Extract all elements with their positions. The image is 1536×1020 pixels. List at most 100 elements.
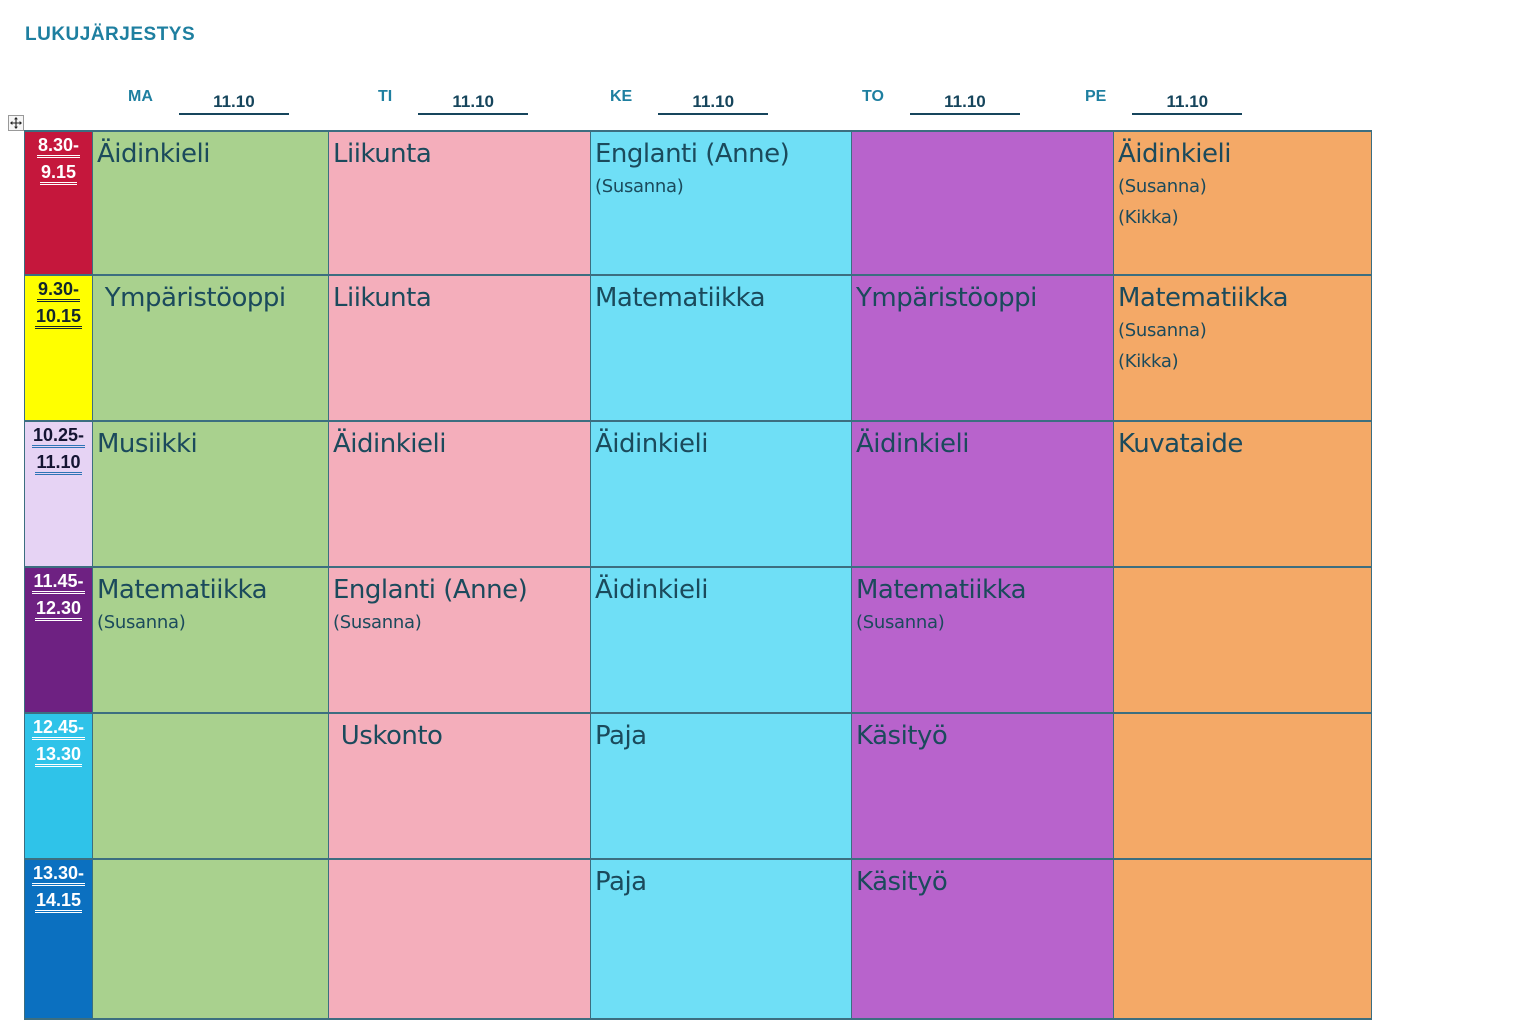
- subject-text: [94, 861, 328, 867]
- time-cell[interactable]: 11.45- 12.30: [24, 566, 93, 714]
- lesson-cell-to[interactable]: [851, 130, 1114, 276]
- lesson-cell-to[interactable]: Äidinkieli: [851, 420, 1114, 568]
- day-date-field[interactable]: 11.10: [418, 93, 529, 115]
- day-date-field[interactable]: 11.10: [909, 93, 1020, 115]
- day-header-ke: KE 11.10: [610, 88, 769, 115]
- timetable-row: 10.25- 11.10 Musiikki Äidinkieli Äidinki…: [24, 420, 1372, 568]
- subject-text: Matematiikka: [97, 575, 268, 605]
- day-header-ti: TI 11.10: [378, 88, 529, 115]
- lesson-cell-ke[interactable]: Äidinkieli: [590, 566, 852, 714]
- lesson-cell-ma[interactable]: Musiikki: [92, 420, 329, 568]
- subject-text: Englanti (Anne): [595, 139, 790, 169]
- subject-text: Ympäristöoppi: [856, 283, 1037, 313]
- lesson-cell-ke[interactable]: Englanti (Anne) (Susanna): [590, 130, 852, 276]
- timetable-row: 12.45- 13.30 Uskonto Paja Käsityö: [24, 712, 1372, 860]
- time-text: 13.30: [34, 744, 83, 767]
- time-text: 12.30: [34, 598, 83, 621]
- lesson-cell-to[interactable]: Ympäristöoppi: [851, 274, 1114, 422]
- time-text: 10.15: [34, 306, 83, 329]
- time-cell[interactable]: 12.45- 13.30: [24, 712, 93, 860]
- day-date-field[interactable]: 11.10: [1132, 93, 1243, 115]
- time-text: 12.45-: [31, 717, 86, 740]
- lesson-cell-ma[interactable]: [92, 712, 329, 860]
- subject-text: Äidinkieli: [595, 575, 708, 605]
- lesson-cell-ti[interactable]: Liikunta: [328, 274, 591, 422]
- subject-text: Äidinkieli: [333, 429, 446, 459]
- subject-text: Matematiikka: [1118, 283, 1289, 313]
- time-text: 10.25-: [31, 425, 86, 448]
- subject-text: Ympäristöoppi: [97, 283, 286, 313]
- subject-text: Matematiikka: [595, 283, 766, 313]
- lesson-cell-pe[interactable]: Äidinkieli (Susanna) (Kikka): [1113, 130, 1372, 276]
- subject-text: Kuvataide: [1118, 429, 1243, 459]
- timetable: 8.30- 9.15 Äidinkieli Liikunta Englanti …: [24, 130, 1372, 1020]
- lesson-cell-ti[interactable]: Liikunta: [328, 130, 591, 276]
- lesson-cell-pe[interactable]: [1113, 712, 1372, 860]
- lesson-cell-ke[interactable]: Matematiikka: [590, 274, 852, 422]
- lesson-cell-ti[interactable]: Uskonto: [328, 712, 591, 860]
- timetable-row: 9.30- 10.15 Ympäristöoppi Liikunta Matem…: [24, 274, 1372, 422]
- time-text: 14.15: [34, 890, 83, 913]
- lesson-cell-ti[interactable]: Äidinkieli: [328, 420, 591, 568]
- subject-text: Äidinkieli: [856, 429, 969, 459]
- day-label[interactable]: TI: [378, 88, 393, 105]
- lesson-cell-ma[interactable]: [92, 858, 329, 1020]
- time-cell[interactable]: 8.30- 9.15: [24, 130, 93, 276]
- subject-text: Liikunta: [333, 283, 432, 313]
- time-cell[interactable]: 9.30- 10.15: [24, 274, 93, 422]
- time-text: 11.10: [35, 452, 82, 475]
- timetable-row: 13.30- 14.15 Paja Käsityö: [24, 858, 1372, 1020]
- subject-text: Äidinkieli: [595, 429, 708, 459]
- lesson-cell-ma[interactable]: Äidinkieli: [92, 130, 329, 276]
- subject-text: [330, 861, 590, 867]
- subject-text: Käsityö: [856, 721, 948, 751]
- teacher-note: (Susanna): [97, 612, 186, 634]
- time-cell[interactable]: 10.25- 11.10: [24, 420, 93, 568]
- subject-text: Käsityö: [856, 867, 948, 897]
- teacher-note: (Kikka): [1118, 207, 1179, 229]
- subject-text: [1115, 569, 1371, 575]
- subject-text: Matematiikka: [856, 575, 1027, 605]
- page-title[interactable]: LUKUJÄRJESTYS: [25, 24, 196, 45]
- subject-text: Uskonto: [333, 721, 443, 751]
- lesson-cell-ti[interactable]: [328, 858, 591, 1020]
- day-header-pe: PE 11.10: [1085, 88, 1243, 115]
- subject-text: [1115, 715, 1371, 721]
- lesson-cell-ma[interactable]: Ympäristöoppi: [92, 274, 329, 422]
- time-text: 13.30-: [31, 863, 86, 886]
- lesson-cell-pe[interactable]: Kuvataide: [1113, 420, 1372, 568]
- subject-text: Musiikki: [97, 429, 198, 459]
- lesson-cell-ti[interactable]: Englanti (Anne) (Susanna): [328, 566, 591, 714]
- time-cell[interactable]: 13.30- 14.15: [24, 858, 93, 1020]
- lesson-cell-pe[interactable]: Matematiikka (Susanna) (Kikka): [1113, 274, 1372, 422]
- lesson-cell-to[interactable]: Käsityö: [851, 712, 1114, 860]
- day-label[interactable]: MA: [128, 88, 153, 105]
- subject-text: Äidinkieli: [97, 139, 210, 169]
- lesson-cell-pe[interactable]: [1113, 858, 1372, 1020]
- teacher-note: (Susanna): [1118, 176, 1207, 198]
- lesson-cell-ma[interactable]: Matematiikka (Susanna): [92, 566, 329, 714]
- day-date-field[interactable]: 11.10: [658, 93, 769, 115]
- day-label[interactable]: TO: [862, 88, 884, 105]
- subject-text: Liikunta: [333, 139, 432, 169]
- lesson-cell-ke[interactable]: Paja: [590, 858, 852, 1020]
- teacher-note: (Kikka): [1118, 351, 1179, 373]
- day-label[interactable]: PE: [1085, 88, 1107, 105]
- time-text: 9.15: [39, 162, 78, 185]
- day-label[interactable]: KE: [610, 88, 633, 105]
- lesson-cell-ke[interactable]: Äidinkieli: [590, 420, 852, 568]
- subject-text: Äidinkieli: [1118, 139, 1231, 169]
- subject-text: Paja: [595, 721, 647, 751]
- teacher-note: (Susanna): [1118, 320, 1207, 342]
- teacher-note: (Susanna): [856, 612, 945, 634]
- lesson-cell-to[interactable]: Käsityö: [851, 858, 1114, 1020]
- teacher-note: (Susanna): [333, 612, 422, 634]
- time-text: 11.45-: [32, 571, 85, 594]
- lesson-cell-pe[interactable]: [1113, 566, 1372, 714]
- subject-text: Englanti (Anne): [333, 575, 528, 605]
- day-date-field[interactable]: 11.10: [178, 93, 289, 115]
- lesson-cell-ke[interactable]: Paja: [590, 712, 852, 860]
- table-move-handle-icon[interactable]: [8, 115, 24, 131]
- lesson-cell-to[interactable]: Matematiikka (Susanna): [851, 566, 1114, 714]
- subject-text: [853, 133, 1113, 139]
